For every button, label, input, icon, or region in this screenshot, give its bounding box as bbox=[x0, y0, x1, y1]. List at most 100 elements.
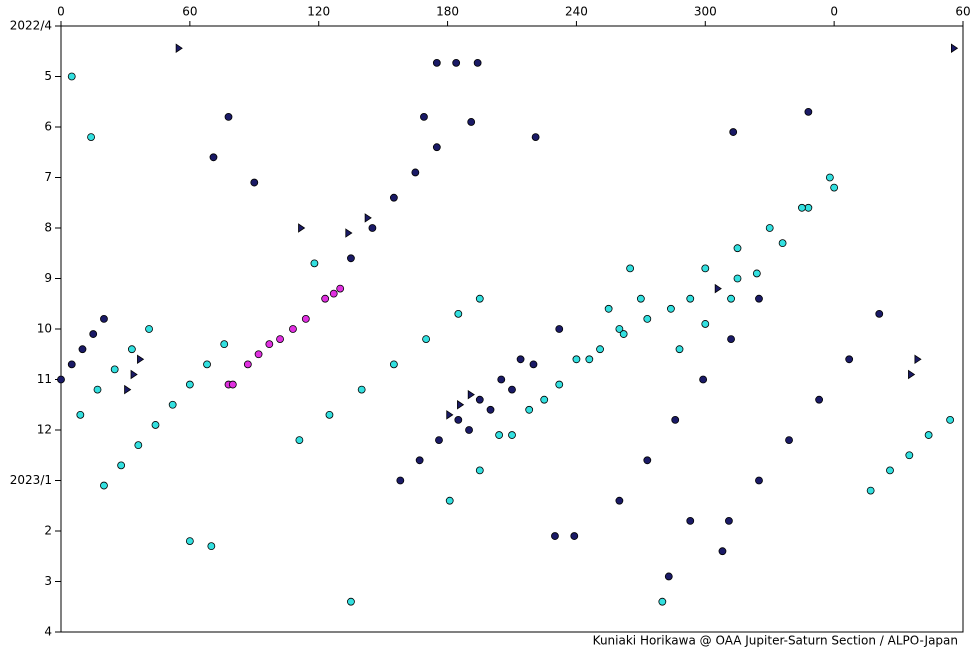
data-point bbox=[396, 476, 405, 485]
data-point bbox=[168, 400, 177, 409]
data-point bbox=[137, 354, 145, 365]
data-point bbox=[667, 304, 675, 313]
data-point bbox=[701, 320, 710, 328]
data-point bbox=[475, 395, 484, 404]
data-point bbox=[76, 410, 85, 419]
data-point bbox=[714, 283, 722, 294]
data-point bbox=[643, 456, 652, 465]
data-point bbox=[432, 58, 441, 67]
data-point bbox=[454, 309, 463, 318]
x-tick-label: 60 bbox=[955, 5, 970, 19]
x-tick-label: 180 bbox=[436, 5, 459, 19]
data-point bbox=[475, 294, 484, 303]
data-point bbox=[508, 385, 516, 394]
data-point bbox=[664, 572, 673, 581]
data-point bbox=[495, 431, 504, 439]
data-point bbox=[415, 456, 424, 465]
data-point bbox=[250, 178, 259, 187]
y-tick-label: 11 bbox=[37, 372, 52, 386]
data-point bbox=[804, 107, 813, 116]
data-point bbox=[516, 355, 525, 364]
data-point bbox=[368, 224, 377, 232]
data-point bbox=[733, 244, 742, 253]
data-point bbox=[454, 415, 463, 424]
data-point bbox=[572, 355, 581, 364]
data-point bbox=[452, 58, 461, 67]
x-tick-label: 240 bbox=[565, 5, 588, 19]
data-point bbox=[755, 476, 763, 485]
data-point bbox=[525, 405, 534, 414]
data-point bbox=[389, 193, 398, 202]
data-point bbox=[321, 294, 330, 303]
data-point bbox=[508, 431, 516, 439]
data-point bbox=[555, 380, 564, 389]
data-point bbox=[727, 335, 735, 344]
x-tick-label: 60 bbox=[182, 5, 197, 19]
data-point bbox=[778, 239, 787, 248]
data-point bbox=[658, 597, 667, 606]
y-tick-label: 6 bbox=[44, 120, 52, 134]
data-point bbox=[411, 168, 420, 177]
data-point bbox=[209, 153, 218, 162]
data-point bbox=[875, 309, 884, 318]
data-point bbox=[467, 389, 475, 400]
data-point bbox=[224, 113, 233, 121]
data-point bbox=[389, 360, 398, 369]
data-point bbox=[432, 143, 441, 152]
data-point bbox=[946, 415, 955, 424]
data-point bbox=[845, 355, 854, 364]
data-point bbox=[185, 380, 194, 389]
data-point bbox=[615, 325, 624, 333]
x-tick-label: 300 bbox=[694, 5, 717, 19]
data-point bbox=[626, 264, 635, 273]
data-point bbox=[718, 547, 727, 556]
data-point bbox=[145, 325, 153, 333]
data-point bbox=[100, 481, 108, 490]
data-point bbox=[295, 436, 304, 445]
data-point bbox=[755, 294, 763, 303]
data-point bbox=[276, 335, 284, 344]
y-tick-label: 10 bbox=[37, 322, 52, 336]
data-point bbox=[67, 72, 76, 81]
data-point bbox=[798, 203, 806, 212]
data-point bbox=[207, 542, 216, 551]
data-point bbox=[117, 461, 126, 470]
data-point bbox=[89, 330, 98, 338]
data-point bbox=[825, 173, 834, 182]
data-point bbox=[347, 254, 355, 263]
y-tick-label: 9 bbox=[44, 271, 52, 285]
data-point bbox=[130, 369, 138, 380]
data-point bbox=[951, 43, 959, 53]
x-tick-label: 0 bbox=[57, 5, 65, 19]
data-point bbox=[220, 340, 229, 349]
data-point bbox=[298, 223, 306, 233]
y-tick-label: 5 bbox=[44, 69, 52, 83]
data-point bbox=[465, 426, 473, 434]
data-point bbox=[57, 375, 65, 384]
data-point bbox=[87, 133, 95, 142]
data-point bbox=[445, 496, 454, 505]
data-point bbox=[908, 369, 916, 380]
data-point bbox=[254, 350, 263, 359]
data-point bbox=[422, 335, 430, 344]
y-tick-label: 7 bbox=[44, 170, 52, 184]
data-point bbox=[765, 224, 774, 232]
data-point bbox=[497, 375, 506, 384]
data-point bbox=[93, 385, 102, 394]
data-point bbox=[100, 314, 108, 323]
data-point bbox=[729, 128, 738, 136]
data-point bbox=[615, 496, 624, 505]
data-point bbox=[727, 294, 735, 303]
y-tick-label: 2022/4 bbox=[10, 19, 52, 33]
data-point bbox=[420, 113, 428, 121]
data-point bbox=[886, 466, 894, 475]
data-point bbox=[815, 395, 824, 404]
data-point bbox=[473, 58, 482, 67]
data-point bbox=[78, 345, 87, 354]
y-tick-label: 3 bbox=[44, 574, 52, 588]
data-point bbox=[914, 354, 922, 365]
data-point bbox=[347, 597, 355, 606]
data-point bbox=[905, 451, 914, 460]
data-point bbox=[570, 532, 579, 540]
data-point bbox=[310, 259, 319, 268]
